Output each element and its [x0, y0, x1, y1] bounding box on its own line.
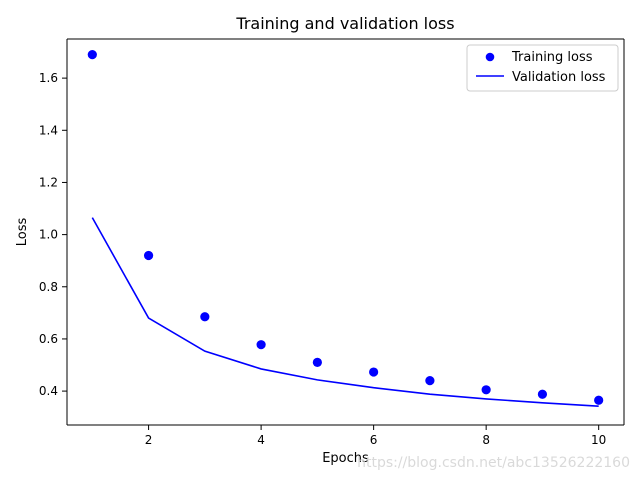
tick-marks: 2 4 6 8 10 0.4 0.6 0.8 1.0 1.2 1.4 1.6: [39, 71, 606, 447]
training-loss-point-9: [537, 389, 548, 399]
y-tick-label-1.4: 1.4: [39, 123, 58, 137]
training-loss-point-5: [312, 357, 322, 368]
training-loss-point-4: [256, 340, 266, 350]
legend-validation-loss-label: Validation loss: [512, 70, 606, 85]
series-line-validation-loss: [91, 217, 599, 408]
plot-background: [67, 39, 624, 425]
y-tick-label-0.8: 0.8: [39, 280, 58, 294]
x-tick-label-8: 8: [482, 433, 490, 447]
x-tick-label-4: 4: [257, 433, 265, 447]
y-tick-label-1.2: 1.2: [39, 175, 58, 189]
training-loss-point-3: [200, 312, 210, 322]
training-loss-point-8: [481, 385, 491, 395]
y-tick-label-1.6: 1.6: [39, 71, 58, 85]
training-loss-point-7: [425, 376, 435, 386]
x-tick-label-2: 2: [145, 433, 153, 447]
y-axis-label: Loss: [15, 218, 30, 247]
legend-training-loss-marker: [485, 52, 495, 62]
x-tick-label-10: 10: [591, 433, 606, 447]
chart-title: Training and validation loss: [235, 14, 454, 33]
x-tick-label-6: 6: [370, 433, 378, 447]
x-axis-label: Epochs: [322, 451, 369, 466]
y-tick-label-0.6: 0.6: [39, 332, 58, 346]
y-tick-label-1.0: 1.0: [39, 228, 58, 242]
watermark-text: https://blog.csdn.net/abc13526222160: [357, 455, 630, 471]
training-loss-point-1: [87, 50, 97, 60]
y-tick-label-0.4: 0.4: [39, 384, 58, 398]
legend-box: [466, 44, 619, 92]
training-loss-point-6: [369, 367, 379, 377]
plot-area: [67, 39, 624, 425]
axes: [66, 38, 625, 426]
legend: Training loss Validation loss: [466, 44, 619, 92]
training-loss-point-2: [143, 250, 154, 261]
training-loss-point-10: [594, 395, 604, 405]
legend-training-loss-label: Training loss: [511, 50, 593, 65]
